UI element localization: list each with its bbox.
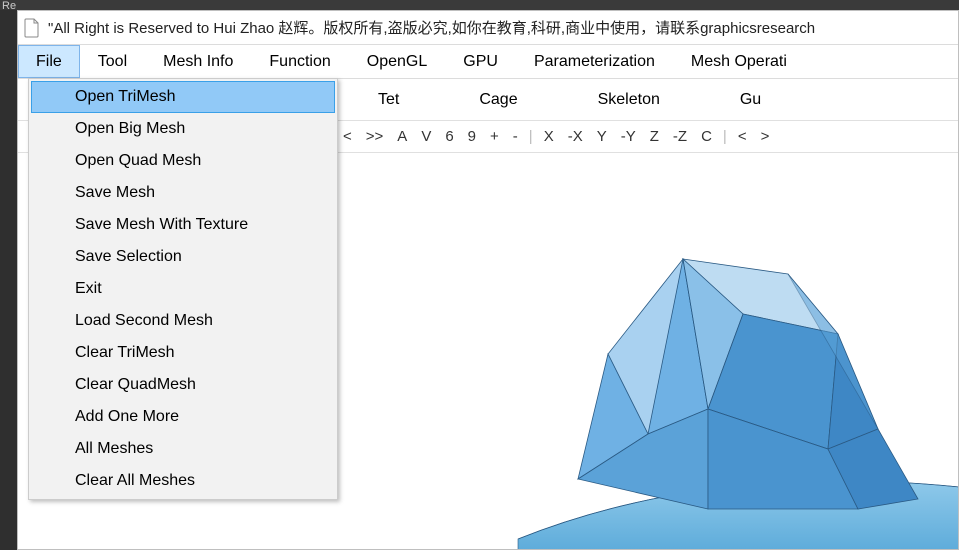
- file-menu-save-mesh-with-texture[interactable]: Save Mesh With Texture: [31, 209, 335, 241]
- toolbar-separator: |: [527, 128, 535, 145]
- file-menu-open-trimesh[interactable]: Open TriMesh: [31, 81, 335, 113]
- file-menu-save-mesh[interactable]: Save Mesh: [31, 177, 335, 209]
- toolbar-button[interactable]: +: [485, 128, 504, 145]
- titlebar: "All Right is Reserved to Hui Zhao 赵辉。版权…: [18, 11, 958, 45]
- file-menu-clear-quadmesh[interactable]: Clear QuadMesh: [31, 369, 335, 401]
- toolbar-button[interactable]: >>: [361, 128, 389, 145]
- menu-tool[interactable]: Tool: [80, 45, 145, 78]
- toolbar-button[interactable]: -: [508, 128, 523, 145]
- menu-parameterization[interactable]: Parameterization: [516, 45, 673, 78]
- toolbar-button[interactable]: -X: [563, 128, 588, 145]
- menu-mesh-info[interactable]: Mesh Info: [145, 45, 251, 78]
- toolbar-button[interactable]: -Z: [668, 128, 692, 145]
- toolbar-button[interactable]: <: [338, 128, 357, 145]
- menu-gpu[interactable]: GPU: [445, 45, 516, 78]
- outer-chrome-left: [0, 10, 17, 550]
- toolbar-button[interactable]: Z: [645, 128, 664, 145]
- file-menu-open-quad-mesh[interactable]: Open Quad Mesh: [31, 145, 335, 177]
- toolbar-button[interactable]: C: [696, 128, 717, 145]
- toolbar-button[interactable]: 9: [463, 128, 481, 145]
- menubar: FileToolMesh InfoFunctionOpenGLGPUParame…: [18, 45, 958, 79]
- file-menu-load-second-mesh[interactable]: Load Second Mesh: [31, 305, 335, 337]
- secmenu-skeleton[interactable]: Skeleton: [558, 91, 700, 109]
- toolbar-separator: |: [721, 128, 729, 145]
- secmenu-tet[interactable]: Tet: [338, 91, 439, 109]
- menu-file[interactable]: File: [18, 45, 80, 78]
- file-menu-dropdown: Open TriMeshOpen Big MeshOpen Quad MeshS…: [28, 78, 338, 500]
- toolbar-button[interactable]: 6: [440, 128, 458, 145]
- toolbar-button[interactable]: <: [733, 128, 752, 145]
- mesh-render: [458, 179, 958, 549]
- secmenu-cage[interactable]: Cage: [439, 91, 557, 109]
- file-menu-save-selection[interactable]: Save Selection: [31, 241, 335, 273]
- toolbar-button[interactable]: X: [539, 128, 559, 145]
- toolbar-button[interactable]: V: [416, 128, 436, 145]
- file-menu-all-meshes[interactable]: All Meshes: [31, 433, 335, 465]
- file-menu-clear-all-meshes[interactable]: Clear All Meshes: [31, 465, 335, 497]
- menu-opengl[interactable]: OpenGL: [349, 45, 445, 78]
- toolbar-button[interactable]: A: [392, 128, 412, 145]
- file-menu-open-big-mesh[interactable]: Open Big Mesh: [31, 113, 335, 145]
- file-menu-exit[interactable]: Exit: [31, 273, 335, 305]
- menu-mesh-operati[interactable]: Mesh Operati: [673, 45, 805, 78]
- file-menu-clear-trimesh[interactable]: Clear TriMesh: [31, 337, 335, 369]
- toolbar-button[interactable]: Y: [592, 128, 612, 145]
- toolbar-button[interactable]: -Y: [616, 128, 641, 145]
- menu-function[interactable]: Function: [251, 45, 348, 78]
- file-menu-add-one-more[interactable]: Add One More: [31, 401, 335, 433]
- toolbar-button[interactable]: >: [756, 128, 775, 145]
- secmenu-gu[interactable]: Gu: [700, 91, 801, 109]
- window-title: "All Right is Reserved to Hui Zhao 赵辉。版权…: [48, 17, 815, 38]
- document-icon: [24, 18, 40, 38]
